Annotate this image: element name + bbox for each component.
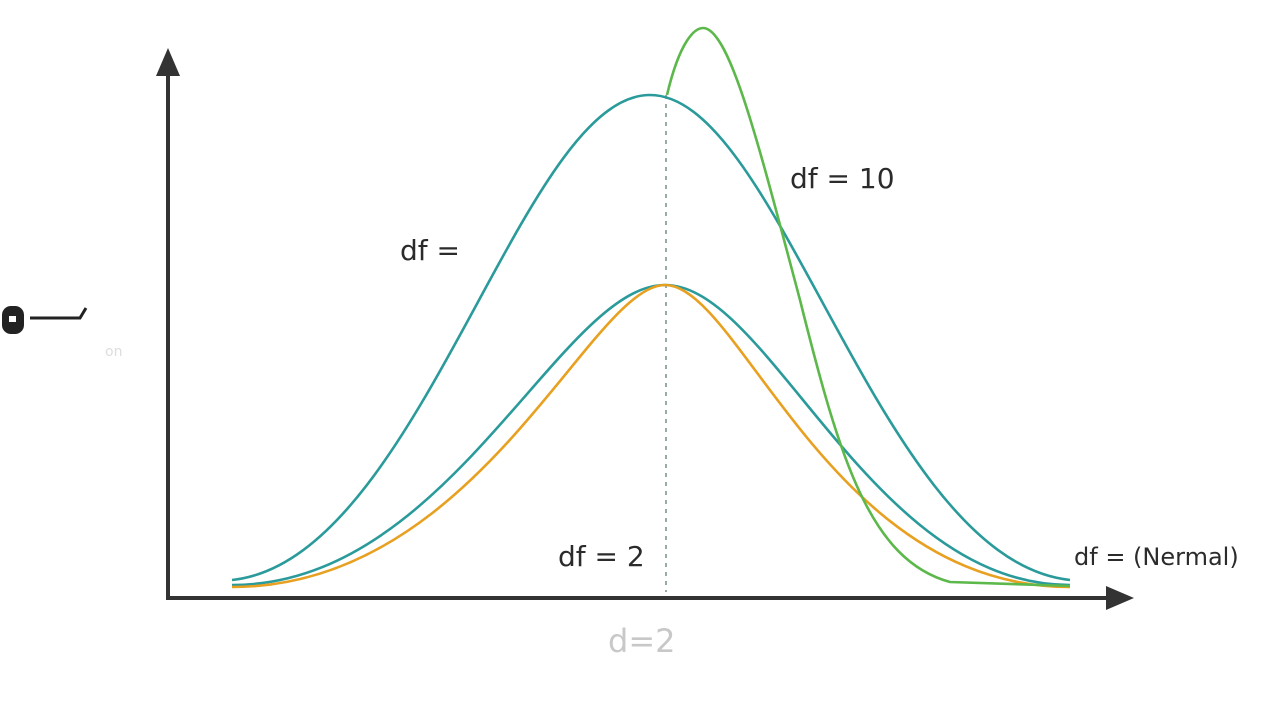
- icon: [2, 306, 88, 334]
- x-arrow: [1106, 586, 1134, 610]
- faint-label: on: [105, 344, 122, 360]
- icon-line: [30, 307, 88, 320]
- label: df = 2: [558, 540, 645, 573]
- wide-curve: [231, 93, 1071, 582]
- axes: [156, 48, 1134, 610]
- icon-dot: [9, 316, 16, 322]
- green-curve: [665, 26, 1071, 588]
- label: df = (Nermal): [1074, 543, 1239, 571]
- label: df = 10: [790, 162, 895, 195]
- axis-label: d=2: [608, 622, 675, 660]
- label: df =: [400, 234, 460, 267]
- y-arrow: [156, 48, 180, 76]
- narrow-curve: [231, 283, 1071, 587]
- orange-curve: [231, 283, 1071, 589]
